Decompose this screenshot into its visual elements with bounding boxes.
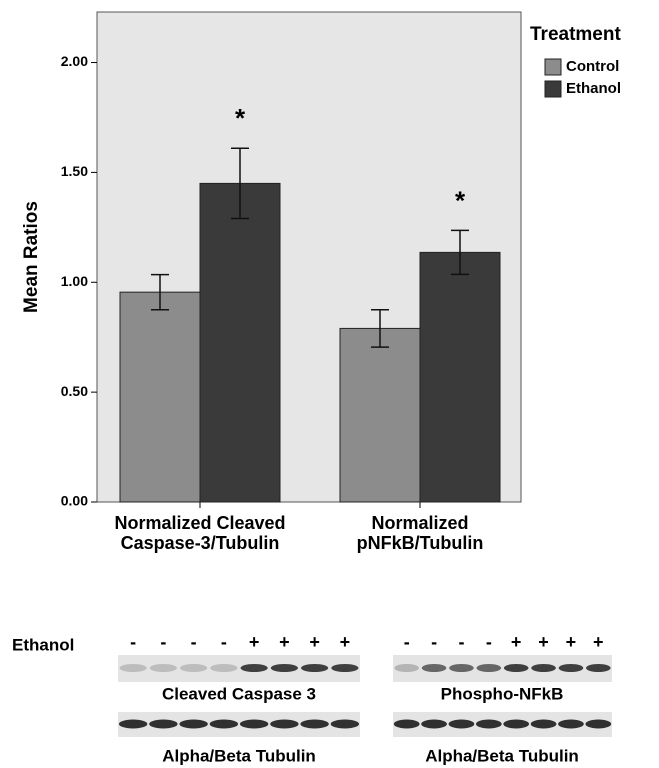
blot-band (449, 664, 474, 672)
blot-caption: Phospho-NFkB (441, 684, 564, 703)
blot-band (301, 664, 328, 672)
significance-marker: * (455, 185, 466, 215)
blot-caption: Alpha/Beta Tubulin (425, 746, 579, 765)
y-tick-label: 1.00 (61, 273, 88, 289)
blot-band (149, 720, 177, 729)
blot-band (331, 664, 358, 672)
blot-band (585, 720, 611, 729)
y-tick-label: 1.50 (61, 163, 88, 179)
legend-swatch (545, 59, 561, 75)
lane-sign: + (340, 632, 351, 652)
bar (120, 292, 200, 502)
blot-band (270, 720, 298, 729)
lane-sign: - (130, 632, 136, 652)
legend-swatch (545, 81, 561, 97)
blot-band (150, 664, 177, 672)
blot-band (119, 720, 147, 729)
blot-band (504, 664, 529, 672)
blot-caption: Alpha/Beta Tubulin (162, 746, 316, 765)
legend-title: Treatment (530, 24, 621, 45)
lane-sign: - (404, 632, 410, 652)
blot-band (210, 720, 238, 729)
blot-band (331, 720, 359, 729)
blot-band (394, 664, 419, 672)
significance-marker: * (235, 103, 246, 133)
lane-sign: + (511, 632, 522, 652)
y-tick-label: 0.50 (61, 383, 88, 399)
bar (340, 328, 420, 502)
y-tick-label: 2.00 (61, 53, 88, 69)
lane-sign: + (249, 632, 260, 652)
blot-band (558, 720, 584, 729)
lane-sign: + (279, 632, 290, 652)
blot-band (586, 664, 611, 672)
page: Mean Ratios Treatment Ethanol 0.00 0.50 1.… (0, 0, 659, 768)
bar (420, 252, 500, 502)
chart: Mean Ratios Treatment Ethanol 0.00 0.50 1.… (0, 0, 659, 768)
blot-band (422, 664, 447, 672)
lane-sign: - (221, 632, 227, 652)
legend-label: Control (566, 58, 619, 75)
legend-label: Ethanol (566, 80, 621, 97)
blot-band (180, 664, 207, 672)
blot-band (271, 664, 298, 672)
blot-band (300, 720, 328, 729)
blot-band (120, 664, 147, 672)
blot-band (503, 720, 529, 729)
blot-band (179, 720, 207, 729)
blot-band (476, 664, 501, 672)
x-tick-label: Normalized Cleaved Caspase-3/Tubulin (95, 513, 305, 553)
lane-sign: - (458, 632, 464, 652)
blot-band (531, 664, 556, 672)
blot-band (241, 664, 268, 672)
blot-band (210, 664, 237, 672)
blot-band (240, 720, 268, 729)
y-axis-label: Mean Ratios (21, 201, 42, 313)
lane-sign: + (538, 632, 549, 652)
blot-row-label: Ethanol (12, 635, 74, 654)
blot-band (394, 720, 420, 729)
y-tick-label: 0.00 (61, 493, 88, 509)
lane-sign: - (191, 632, 197, 652)
blot-band (531, 720, 557, 729)
x-tick-label: Normalized pNFkB/Tubulin (315, 513, 525, 553)
lane-sign: - (431, 632, 437, 652)
blot-caption: Cleaved Caspase 3 (162, 684, 316, 703)
blot-band (449, 720, 475, 729)
lane-sign: + (593, 632, 604, 652)
lane-sign: - (160, 632, 166, 652)
lane-sign: + (566, 632, 577, 652)
bar (200, 183, 280, 502)
lane-sign: - (486, 632, 492, 652)
blot-band (421, 720, 447, 729)
lane-sign: + (309, 632, 320, 652)
blot-band (476, 720, 502, 729)
blot-band (559, 664, 584, 672)
